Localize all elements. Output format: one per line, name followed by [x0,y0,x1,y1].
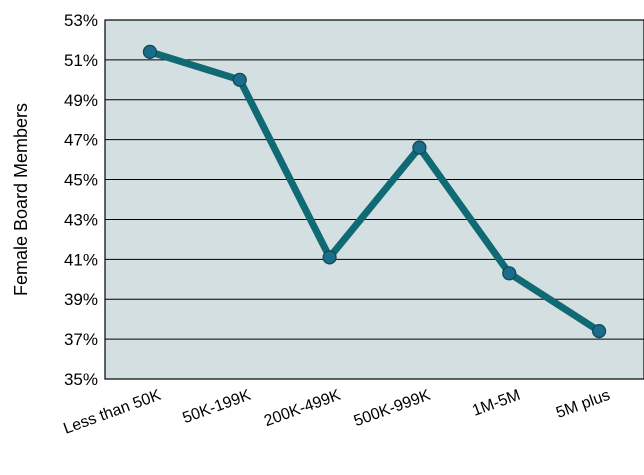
y-tick-label: 53% [64,11,98,30]
y-tick-label: 37% [64,330,98,349]
y-tick-label: 41% [64,250,98,269]
data-point [502,266,517,281]
gridlines [105,19,644,380]
data-point [232,72,247,87]
data-point [591,324,607,339]
y-axis-tick-labels: 35% 37% 39% 41% 43% 45% 47% 49% 51% 53% [64,11,98,389]
y-tick-label: 49% [64,91,98,110]
x-tick-label: Less than 50K [61,387,163,438]
x-tick-label: 1M-5M [470,387,523,420]
x-tick-label: 500K-999K [352,387,433,430]
y-tick-label: 47% [64,131,98,150]
data-point [412,140,427,155]
data-point [322,250,337,265]
y-tick-label: 43% [64,210,98,229]
data-point [142,44,158,60]
y-tick-label: 45% [64,171,98,190]
y-tick-label: 39% [64,290,98,309]
series-group [142,44,607,339]
series-line [146,48,603,335]
x-tick-label: 50K-199K [180,387,253,427]
y-axis-title: Female Board Members [11,103,31,296]
x-axis-tick-labels: Less than 50K 50K-199K 200K-499K 500K-999K 1… [61,387,612,438]
y-tick-label: 35% [64,370,98,389]
x-tick-label: 200K-499K [262,387,343,430]
y-tick-label: 51% [64,51,98,70]
x-tick-label: 5M plus [554,387,612,422]
